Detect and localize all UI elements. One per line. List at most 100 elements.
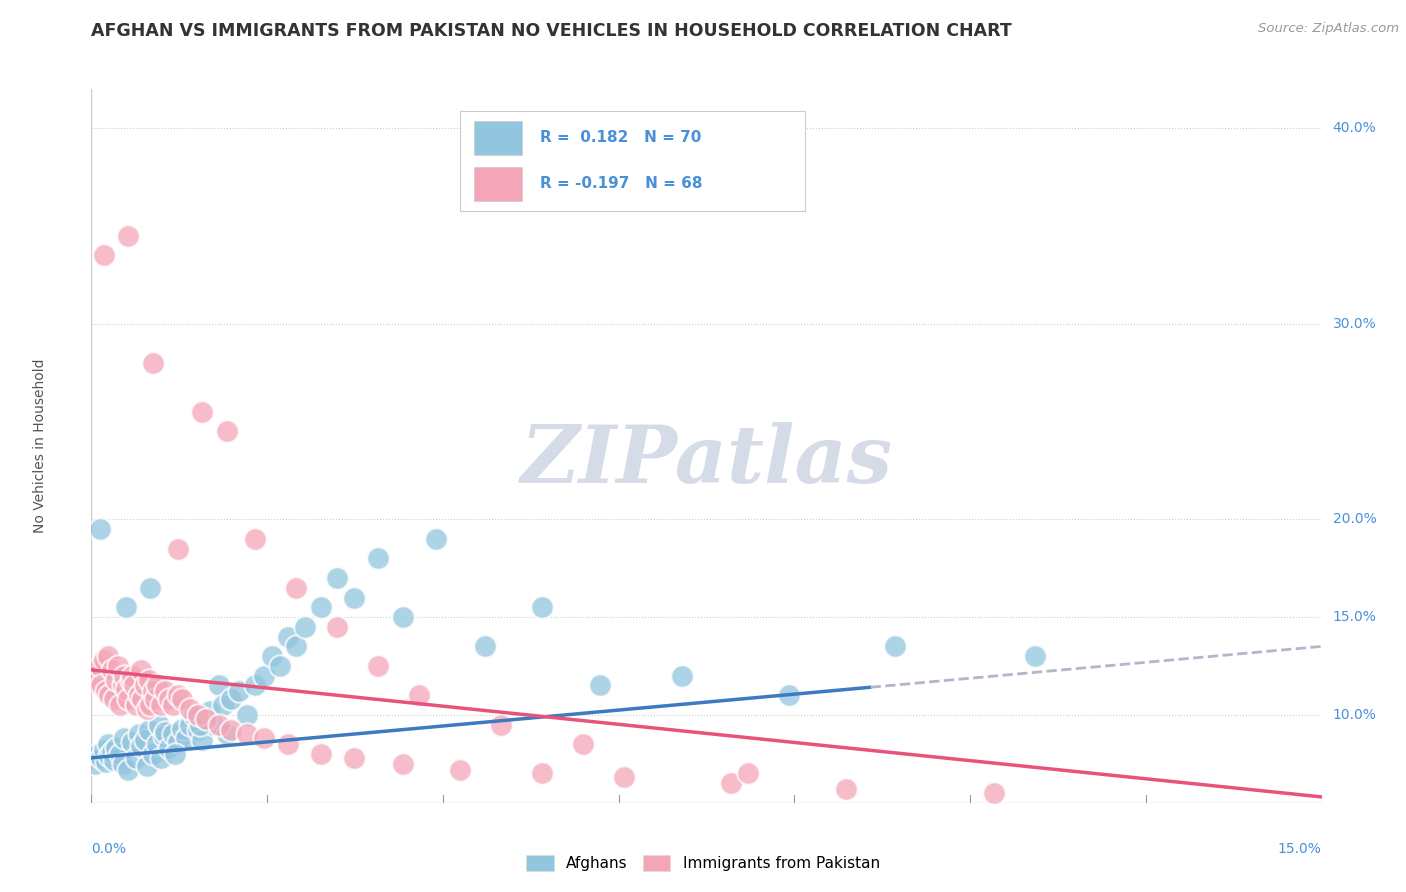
Point xyxy=(187,723,209,738)
Point xyxy=(101,745,124,759)
Point xyxy=(1024,649,1046,664)
Point xyxy=(200,704,222,718)
Point xyxy=(112,669,135,683)
Point xyxy=(134,733,156,747)
Point xyxy=(114,682,138,697)
Point xyxy=(983,786,1005,800)
Point xyxy=(425,532,447,546)
Point xyxy=(128,727,150,741)
Point xyxy=(215,727,238,741)
Point xyxy=(89,659,111,673)
Point xyxy=(183,707,205,722)
Point xyxy=(101,663,124,677)
Point xyxy=(129,663,152,677)
Point xyxy=(253,731,276,746)
Point xyxy=(531,600,554,615)
Point xyxy=(367,659,389,673)
Point xyxy=(778,688,800,702)
Point xyxy=(122,678,145,692)
Point xyxy=(326,620,349,634)
Point xyxy=(260,649,283,664)
Point xyxy=(392,756,415,771)
Point xyxy=(207,678,229,692)
Point xyxy=(245,678,267,692)
Point xyxy=(170,692,193,706)
Point xyxy=(219,723,242,738)
Point xyxy=(142,684,165,698)
Point xyxy=(134,678,156,692)
Point xyxy=(187,707,209,722)
Point xyxy=(285,640,308,654)
Point xyxy=(166,541,188,556)
Point xyxy=(114,600,138,615)
Text: ZIPatlas: ZIPatlas xyxy=(520,422,893,499)
Legend: Afghans, Immigrants from Pakistan: Afghans, Immigrants from Pakistan xyxy=(520,849,886,877)
Point xyxy=(148,717,170,731)
Point xyxy=(285,581,308,595)
Point xyxy=(98,748,121,763)
Point xyxy=(87,673,110,687)
Point xyxy=(277,737,299,751)
Point xyxy=(179,702,201,716)
Point xyxy=(170,722,193,736)
Point xyxy=(202,717,225,731)
Point xyxy=(93,653,115,667)
Point xyxy=(228,684,250,698)
Point xyxy=(90,678,112,692)
Point xyxy=(97,737,120,751)
Point xyxy=(153,725,177,739)
Point xyxy=(117,763,139,777)
Point xyxy=(191,733,214,747)
Point xyxy=(367,551,389,566)
Point xyxy=(166,688,188,702)
Point xyxy=(138,673,160,687)
Point xyxy=(129,739,152,753)
Point xyxy=(84,756,107,771)
Text: 10.0%: 10.0% xyxy=(1333,708,1376,722)
Point xyxy=(146,737,169,751)
Point xyxy=(125,751,148,765)
Point xyxy=(884,640,907,654)
Point xyxy=(98,688,121,702)
Point xyxy=(572,737,595,751)
Point xyxy=(145,692,166,706)
Point xyxy=(326,571,349,585)
Point xyxy=(174,731,197,746)
Point xyxy=(105,673,127,687)
Point xyxy=(139,698,162,712)
Point xyxy=(108,747,131,761)
Point xyxy=(408,688,430,702)
Point xyxy=(153,684,177,698)
Point xyxy=(449,763,471,777)
Point xyxy=(142,747,165,761)
Point xyxy=(150,751,173,765)
Point xyxy=(131,692,153,706)
Point xyxy=(253,669,276,683)
Point xyxy=(162,727,184,741)
Point xyxy=(146,678,169,692)
Point xyxy=(121,669,143,683)
Point xyxy=(531,766,554,780)
Point xyxy=(93,743,115,757)
Point xyxy=(491,717,513,731)
Point xyxy=(103,692,125,706)
Point xyxy=(139,581,162,595)
Point xyxy=(392,610,415,624)
Point xyxy=(103,753,125,767)
Point xyxy=(112,731,135,746)
Point xyxy=(215,425,238,439)
Point xyxy=(269,659,291,673)
Point xyxy=(163,747,186,761)
Point xyxy=(152,729,174,743)
Point xyxy=(84,669,107,683)
Point xyxy=(245,532,267,546)
Point xyxy=(589,678,612,692)
Text: Source: ZipAtlas.com: Source: ZipAtlas.com xyxy=(1258,22,1399,36)
Point xyxy=(150,698,173,712)
Point xyxy=(108,698,131,712)
Point xyxy=(188,717,211,731)
Point xyxy=(136,702,159,716)
Point xyxy=(111,678,134,692)
Point xyxy=(179,717,201,731)
Point xyxy=(737,766,759,780)
